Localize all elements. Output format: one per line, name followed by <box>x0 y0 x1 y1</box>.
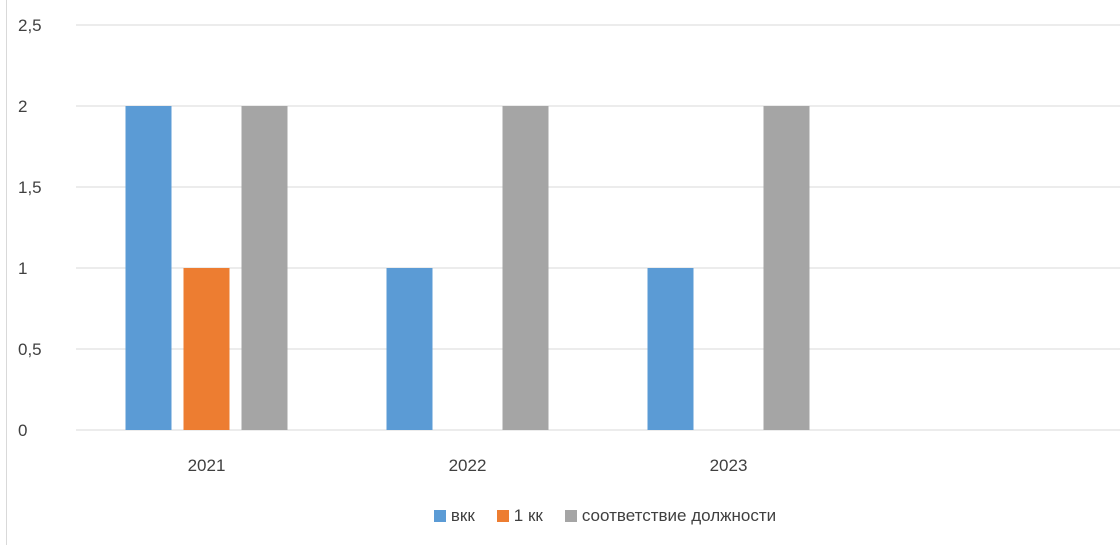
legend-label-vkk: вкк <box>450 506 475 525</box>
legend-item-position-match: соответствие должности <box>564 506 777 526</box>
y-axis-ticks: 0 0,5 1 1,5 2 2,5 <box>18 16 42 440</box>
bar-position-match-2021 <box>241 106 288 430</box>
y-tick-label: 2 <box>18 97 27 116</box>
y-tick-label: 1,5 <box>18 178 42 197</box>
bar-vkk-2021 <box>125 106 172 430</box>
bar-vkk-2022 <box>386 268 433 430</box>
x-axis-ticks: 2021 2022 2023 <box>188 456 748 475</box>
legend-item-1kk: 1 кк <box>496 506 543 526</box>
y-tick-label: 1 <box>18 259 27 278</box>
y-tick-label: 2,5 <box>18 16 42 35</box>
bar-position-match-2022 <box>502 106 549 430</box>
bar-vkk-2023 <box>647 268 694 430</box>
legend-item-vkk: вкк <box>433 506 475 526</box>
bar-position-match-2023 <box>763 106 810 430</box>
y-tick-label: 0,5 <box>18 340 42 359</box>
y-tick-label: 0 <box>18 421 27 440</box>
legend-swatch-1kk <box>496 510 509 522</box>
legend-label-position-match: соответствие должности <box>581 506 777 525</box>
chart-border <box>6 0 7 545</box>
bars <box>125 106 810 430</box>
legend-swatch-vkk <box>433 510 446 522</box>
legend-label-1kk: 1 кк <box>513 506 543 525</box>
x-tick-label: 2021 <box>188 456 226 475</box>
legend-swatch-position-match <box>564 510 577 522</box>
legend: вкк 1 кк соответствие должности <box>0 503 1120 529</box>
bar-1kk-2021 <box>183 268 230 430</box>
x-tick-label: 2022 <box>449 456 487 475</box>
x-tick-label: 2023 <box>710 456 748 475</box>
gridlines <box>76 24 1120 431</box>
